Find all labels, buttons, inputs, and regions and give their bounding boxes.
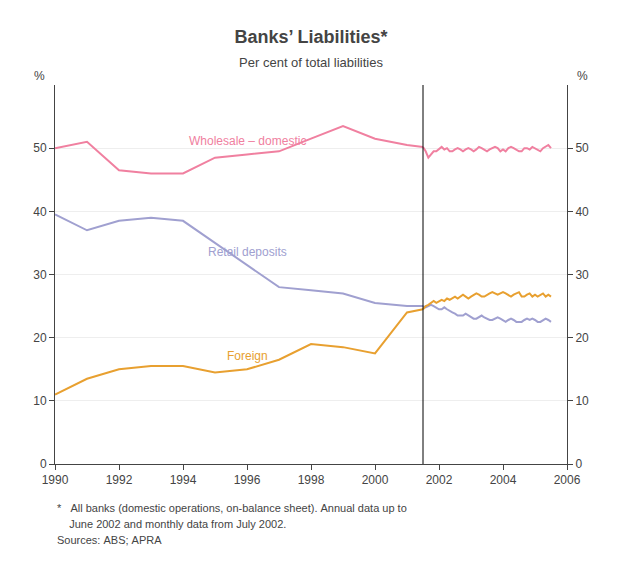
svg-text:1996: 1996	[234, 473, 261, 487]
svg-text:20: 20	[575, 331, 589, 345]
svg-text:1992: 1992	[106, 473, 133, 487]
svg-text:0: 0	[575, 457, 582, 471]
svg-text:2002: 2002	[426, 473, 453, 487]
svg-text:Foreign: Foreign	[227, 349, 268, 363]
svg-text:0: 0	[40, 457, 47, 471]
svg-text:1994: 1994	[170, 473, 197, 487]
svg-text:20: 20	[33, 331, 47, 345]
svg-text:50: 50	[33, 141, 47, 155]
svg-text:30: 30	[33, 268, 47, 282]
svg-text:Wholesale – domestic: Wholesale – domestic	[189, 134, 306, 148]
svg-text:50: 50	[575, 141, 589, 155]
svg-text:* All banks (domestic operat: * All banks (domestic operations, on-bal…	[57, 502, 407, 514]
svg-text:40: 40	[575, 205, 589, 219]
svg-text:40: 40	[33, 205, 47, 219]
svg-text:Sources: ABS; APRA: Sources: ABS; APRA	[57, 534, 162, 546]
svg-text:2000: 2000	[362, 473, 389, 487]
svg-text:Per cent of total liabilities: Per cent of total liabilities	[239, 55, 383, 70]
svg-text:%: %	[34, 69, 45, 83]
svg-text:30: 30	[575, 268, 589, 282]
svg-text:Banks’ Liabilities*: Banks’ Liabilities*	[234, 27, 387, 47]
svg-text:Retail deposits: Retail deposits	[208, 245, 287, 259]
svg-text:1990: 1990	[42, 473, 69, 487]
svg-text:10: 10	[33, 394, 47, 408]
svg-text:2004: 2004	[490, 473, 517, 487]
svg-text:June 2002 and monthly data fro: June 2002 and monthly data from July 200…	[57, 518, 286, 530]
svg-text:%: %	[577, 69, 588, 83]
svg-text:1998: 1998	[298, 473, 325, 487]
svg-text:2006: 2006	[554, 473, 581, 487]
svg-text:10: 10	[575, 394, 589, 408]
